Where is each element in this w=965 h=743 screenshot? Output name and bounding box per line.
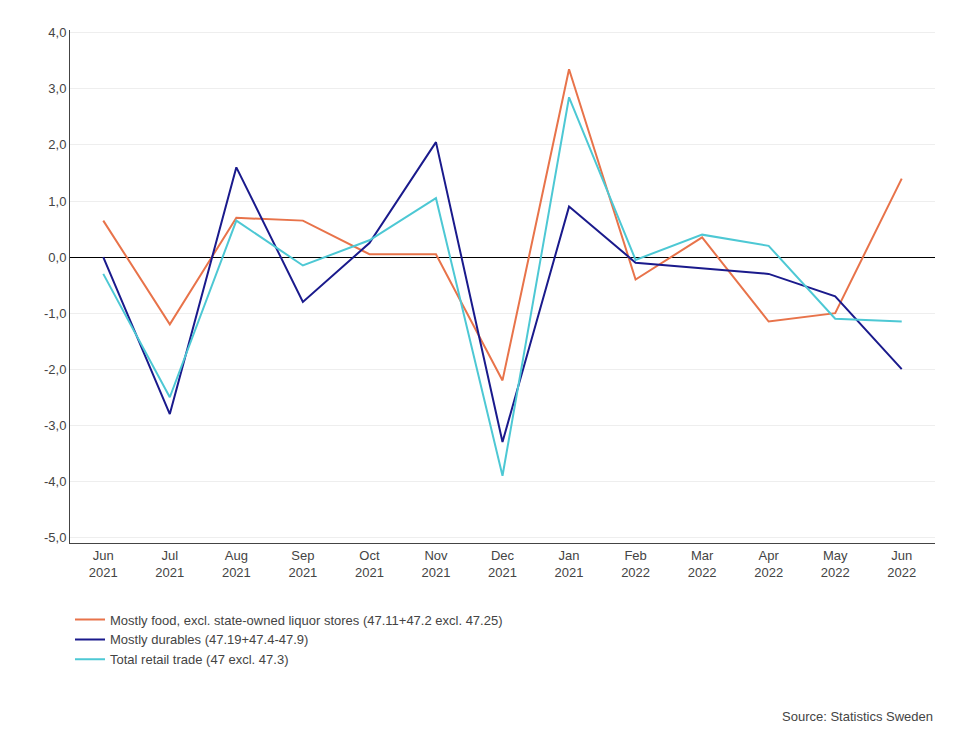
svg-text:Jul2021: Jul2021 <box>155 548 184 580</box>
svg-text:4,0: 4,0 <box>48 25 66 40</box>
svg-text:May2022: May2022 <box>821 548 850 580</box>
svg-text:Feb2022: Feb2022 <box>621 548 650 580</box>
svg-text:-5,0: -5,0 <box>44 530 66 545</box>
svg-text:-4,0: -4,0 <box>44 474 66 489</box>
svg-text:-2,0: -2,0 <box>44 362 66 377</box>
svg-text:Sep2021: Sep2021 <box>288 548 317 580</box>
svg-text:Apr2022: Apr2022 <box>754 548 783 580</box>
svg-text:-3,0: -3,0 <box>44 418 66 433</box>
svg-text:Mostly food, excl. state-owned: Mostly food, excl. state-owned liquor st… <box>110 613 503 628</box>
svg-text:0,0: 0,0 <box>48 250 66 265</box>
svg-text:Aug2021: Aug2021 <box>222 548 251 580</box>
svg-text:1,0: 1,0 <box>48 194 66 209</box>
svg-text:Mostly durables (47.19+47.4-47: Mostly durables (47.19+47.4-47.9) <box>110 632 308 647</box>
svg-text:Dec2021: Dec2021 <box>488 548 517 580</box>
svg-text:Total retail trade (47 excl. 4: Total retail trade (47 excl. 47.3) <box>110 652 288 667</box>
svg-text:-1,0: -1,0 <box>44 306 66 321</box>
svg-text:Mar2022: Mar2022 <box>688 548 717 580</box>
svg-text:2,0: 2,0 <box>48 137 66 152</box>
svg-text:Jun2021: Jun2021 <box>89 548 118 580</box>
svg-text:Oct2021: Oct2021 <box>355 548 384 580</box>
svg-text:Jan2021: Jan2021 <box>555 548 584 580</box>
svg-text:3,0: 3,0 <box>48 81 66 96</box>
svg-text:Jun2022: Jun2022 <box>887 548 916 580</box>
svg-text:Source: Statistics Sweden: Source: Statistics Sweden <box>782 709 933 724</box>
svg-text:Nov2021: Nov2021 <box>421 548 450 580</box>
